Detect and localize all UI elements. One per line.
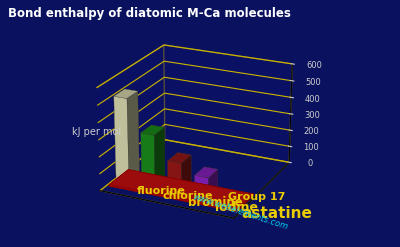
Text: Bond enthalpy of diatomic M-Ca molecules: Bond enthalpy of diatomic M-Ca molecules bbox=[8, 7, 291, 21]
Text: www.webelements.com: www.webelements.com bbox=[191, 192, 289, 232]
